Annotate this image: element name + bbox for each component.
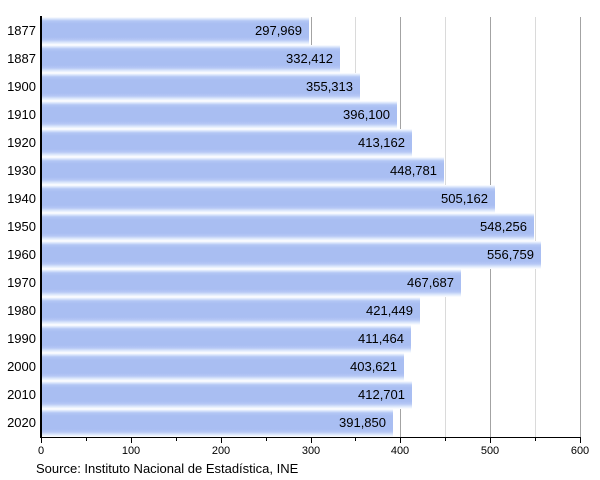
y-axis-label-1940: 1940 <box>7 191 36 206</box>
y-axis-label-1950: 1950 <box>7 219 36 234</box>
bar-row-1980: 421,449 <box>41 297 580 325</box>
plot-area: 297,969 332,412 355,313 396,100 413,162 448,7… <box>41 17 581 437</box>
bar-value-label: 448,781 <box>390 163 437 178</box>
bar-row-1920: 413,162 <box>41 129 580 157</box>
x-tick-major-300 <box>311 438 312 443</box>
bar-1990: 411,464 <box>41 325 411 353</box>
bar-row-1950: 548,256 <box>41 213 580 241</box>
bar-1980: 421,449 <box>41 297 420 325</box>
bar-1930: 448,781 <box>41 157 444 185</box>
bar-value-label: 355,313 <box>306 79 353 94</box>
bar-row-1887: 332,412 <box>41 45 580 73</box>
bar-value-label: 421,449 <box>366 303 413 318</box>
x-tick-label-100: 100 <box>121 445 141 457</box>
bar-value-label: 505,162 <box>441 191 488 206</box>
x-tick-minor-150 <box>176 438 177 441</box>
bar-value-label: 467,687 <box>407 275 454 290</box>
x-tick-minor-350 <box>355 438 356 441</box>
y-axis-label-2000: 2000 <box>7 359 36 374</box>
x-tick-label-500: 500 <box>480 445 500 457</box>
bar-row-2020: 391,850 <box>41 409 580 437</box>
y-axis-label-1980: 1980 <box>7 303 36 318</box>
y-axis-label-1910: 1910 <box>7 107 36 122</box>
bar-1940: 505,162 <box>41 185 495 213</box>
bar-value-label: 548,256 <box>480 219 527 234</box>
bar-1960: 556,759 <box>41 241 541 269</box>
y-axis-label-1990: 1990 <box>7 331 36 346</box>
bar-row-1940: 505,162 <box>41 185 580 213</box>
y-axis-label-1877: 1877 <box>7 23 36 38</box>
x-axis-line <box>40 437 581 438</box>
x-tick-major-400 <box>400 438 401 443</box>
bar-row-1970: 467,687 <box>41 269 580 297</box>
x-tick-label-0: 0 <box>37 445 45 457</box>
x-tick-major-500 <box>490 438 491 443</box>
x-tick-minor-50 <box>86 438 87 441</box>
bar-value-label: 297,969 <box>255 23 302 38</box>
bar-1877: 297,969 <box>41 17 309 45</box>
x-tick-major-200 <box>221 438 222 443</box>
y-axis-label-1930: 1930 <box>7 163 36 178</box>
bar-value-label: 403,621 <box>350 359 397 374</box>
bar-value-label: 396,100 <box>343 107 390 122</box>
y-axis-line <box>40 16 42 438</box>
x-tick-label-300: 300 <box>301 445 321 457</box>
bar-row-1910: 396,100 <box>41 101 580 129</box>
bar-value-label: 412,701 <box>358 387 405 402</box>
x-tick-minor-550 <box>535 438 536 441</box>
y-axis-label-1920: 1920 <box>7 135 36 150</box>
bar-1887: 332,412 <box>41 45 340 73</box>
bar-row-1877: 297,969 <box>41 17 580 45</box>
y-axis-label-2010: 2010 <box>7 387 36 402</box>
y-axis-label-2020: 2020 <box>7 415 36 430</box>
x-tick-label-200: 200 <box>211 445 231 457</box>
bar-value-label: 413,162 <box>358 135 405 150</box>
bar-1920: 413,162 <box>41 129 412 157</box>
bar-row-1960: 556,759 <box>41 241 580 269</box>
y-axis-label-1887: 1887 <box>7 51 36 66</box>
bar-1910: 396,100 <box>41 101 397 129</box>
x-tick-major-600 <box>580 438 581 443</box>
bar-2000: 403,621 <box>41 353 404 381</box>
bar-value-label: 332,412 <box>286 51 333 66</box>
bar-row-1990: 411,464 <box>41 325 580 353</box>
x-tick-minor-450 <box>445 438 446 441</box>
bar-row-1930: 448,781 <box>41 157 580 185</box>
bar-value-label: 391,850 <box>339 415 386 430</box>
bar-row-2000: 403,621 <box>41 353 580 381</box>
source-caption: Source: Instituto Nacional de Estadístic… <box>36 461 299 476</box>
y-axis-label-1960: 1960 <box>7 247 36 262</box>
x-tick-major-0 <box>41 438 42 443</box>
bar-row-2010: 412,701 <box>41 381 580 409</box>
x-tick-label-600: 600 <box>570 445 590 457</box>
y-axis-label-1900: 1900 <box>7 79 36 94</box>
y-axis-label-1970: 1970 <box>7 275 36 290</box>
bar-1970: 467,687 <box>41 269 461 297</box>
gridline-minor-550 <box>535 17 536 437</box>
bar-2010: 412,701 <box>41 381 412 409</box>
bar-row-1900: 355,313 <box>41 73 580 101</box>
x-tick-minor-250 <box>266 438 267 441</box>
bar-1900: 355,313 <box>41 73 360 101</box>
gridline-major-600 <box>580 17 581 437</box>
bar-2020: 391,850 <box>41 409 393 437</box>
x-tick-label-400: 400 <box>390 445 410 457</box>
bar-value-label: 411,464 <box>357 331 404 346</box>
bar-value-label: 556,759 <box>487 247 534 262</box>
bar-1950: 548,256 <box>41 213 534 241</box>
x-tick-major-100 <box>131 438 132 443</box>
